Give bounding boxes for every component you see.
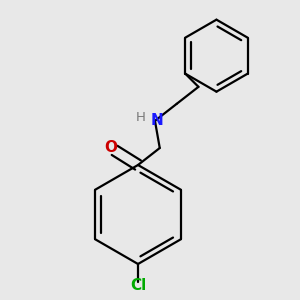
Text: O: O (104, 140, 118, 155)
Text: N: N (151, 113, 164, 128)
Text: H: H (136, 111, 146, 124)
Text: Cl: Cl (130, 278, 146, 293)
